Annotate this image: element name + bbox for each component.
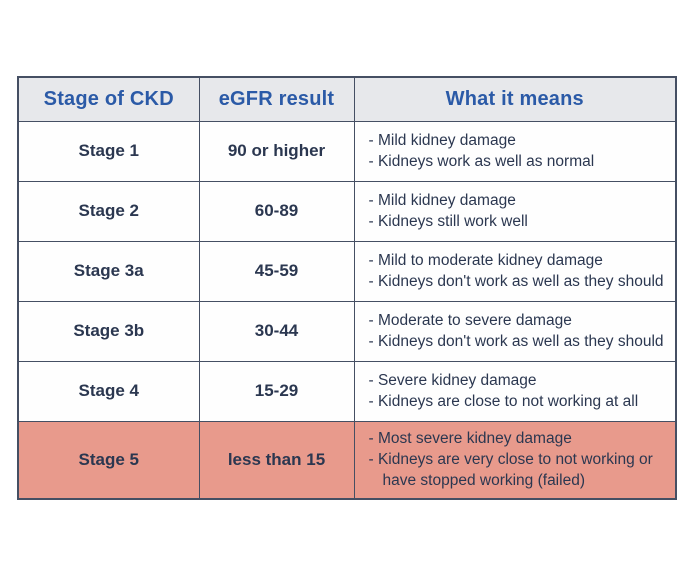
egfr-value: 30-44 — [198, 300, 355, 362]
ckd-stages-table: Stage of CKD eGFR result What it means S… — [17, 76, 677, 500]
table-header-row: Stage of CKD eGFR result What it means — [17, 76, 677, 122]
table-row-stage-1: Stage 1 90 or higher - Mild kidney damag… — [17, 120, 677, 182]
egfr-value: 45-59 — [198, 240, 355, 302]
meaning-bullet: - Mild kidney damage — [368, 132, 516, 149]
egfr-value: 90 or higher — [198, 120, 355, 182]
stage-label: Stage 2 — [17, 180, 200, 242]
table-row-stage-5: Stage 5 less than 15 - Most severe kidne… — [17, 420, 677, 500]
table-row-stage-4: Stage 4 15-29 - Severe kidney damage - K… — [17, 360, 677, 422]
meaning-bullet: - Kidneys still work well — [368, 213, 528, 230]
meaning-bullet: - Kidneys don't work as well as they sho… — [368, 333, 664, 350]
table-row-stage-2: Stage 2 60-89 - Mild kidney damage - Kid… — [17, 180, 677, 242]
meaning-cell: - Moderate to severe damage - Kidneys do… — [353, 300, 677, 362]
meaning-bullet: - Kidneys don't work as well as they sho… — [368, 273, 664, 290]
stage-label: Stage 3a — [17, 240, 200, 302]
meaning-cell: - Mild kidney damage - Kidneys work as w… — [353, 120, 677, 182]
meaning-bullet: - Kidneys are very close to not working … — [368, 451, 653, 490]
egfr-value: 60-89 — [198, 180, 355, 242]
header-what-it-means: What it means — [353, 76, 677, 122]
meaning-bullet: - Moderate to severe damage — [368, 312, 572, 329]
meaning-cell: - Most severe kidney damage - Kidneys ar… — [353, 420, 677, 500]
meaning-bullet: - Kidneys work as well as normal — [368, 153, 595, 170]
stage-label: Stage 5 — [17, 420, 200, 500]
meaning-bullet: - Severe kidney damage — [368, 372, 537, 389]
header-egfr-result: eGFR result — [198, 76, 355, 122]
egfr-value: less than 15 — [198, 420, 355, 500]
meaning-cell: - Mild kidney damage - Kidneys still wor… — [353, 180, 677, 242]
meaning-bullet: - Most severe kidney damage — [368, 430, 572, 448]
stage-label: Stage 1 — [17, 120, 200, 182]
table-row-stage-3b: Stage 3b 30-44 - Moderate to severe dama… — [17, 300, 677, 362]
egfr-value: 15-29 — [198, 360, 355, 422]
meaning-cell: - Mild to moderate kidney damage - Kidne… — [353, 240, 677, 302]
meaning-cell: - Severe kidney damage - Kidneys are clo… — [353, 360, 677, 422]
stage-label: Stage 4 — [17, 360, 200, 422]
meaning-bullet: - Mild kidney damage — [368, 192, 516, 209]
stage-label: Stage 3b — [17, 300, 200, 362]
table-row-stage-3a: Stage 3a 45-59 - Mild to moderate kidney… — [17, 240, 677, 302]
meaning-bullet: - Mild to moderate kidney damage — [368, 252, 603, 269]
header-stage-of-ckd: Stage of CKD — [17, 76, 200, 122]
meaning-bullet: - Kidneys are close to not working at al… — [368, 393, 639, 410]
